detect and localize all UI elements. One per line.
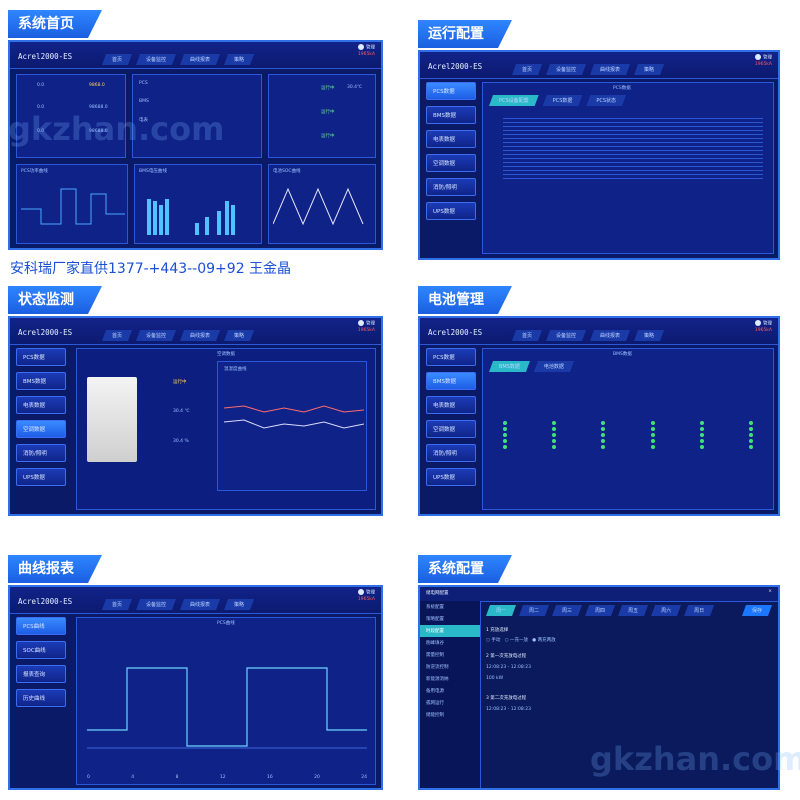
brand-label: Acrel2000-ES [18, 52, 73, 61]
bms-bars [135, 195, 261, 235]
curve-screen: Acrel2000-ES 首页 设备监控 曲线报表 策略 管理 1965kA PC… [8, 585, 383, 790]
close-icon[interactable]: × [768, 589, 772, 594]
battery-screen: Acrel2000-ES 首页 设备监控 曲线报表 策略 管理 1965kA PC… [418, 316, 780, 516]
soc-chart-card: 电池SOC曲线 [268, 164, 376, 244]
bms-chart-card: BMS电压曲线 [134, 164, 262, 244]
week-tabs: 周一 周二 周三 周四 周五 周六 周日 [486, 605, 714, 616]
panel-title: 状态监测 [8, 286, 102, 314]
bms-status-grid [503, 419, 753, 451]
panel-title: 系统首页 [8, 10, 102, 38]
nav-devices[interactable]: 设备监控 [136, 54, 176, 65]
x-axis-labels: 0 4 8 12 16 20 24 [87, 775, 367, 780]
pcs-rows [503, 115, 763, 182]
run-config-screen: Acrel2000-ES 首页 设备监控 曲线报表 策略 管理 1965kA PC… [418, 50, 780, 260]
config-form: 1 充放选择 ○ 手动 ○ 一充一放 ● 两充两放 2 第一次充放电过程 12:… [486, 628, 556, 712]
home-screen: Acrel2000-ES 首页 设备监控 曲线报表 策略 管理 1965kA 0… [8, 40, 383, 250]
sys-config-screen: 储电网配置 × 系统配置 策略配置 时段配置 削峰填谷 需量控制 防逆流控制 新… [418, 585, 780, 790]
user-avatar[interactable] [358, 44, 364, 50]
panel-monitor: 状态监测 Acrel2000-ES 首页 设备监控 曲线报表 策略 管理 1965… [8, 286, 383, 516]
panel-title: 曲线报表 [8, 555, 102, 583]
panel-sys-config: 系统配置 储电网配置 × 系统配置 策略配置 时段配置 削峰填谷 需量控制 防逆… [418, 555, 793, 790]
ac-card: 空调数据 运行中 30.4 ℃ 30.4 % 温湿度曲线 [76, 348, 376, 510]
sidebar: PCS数据 BMS数据 电表数据 空调数据 消防/照明 UPS数据 [426, 82, 478, 226]
soc-mini-chart [273, 187, 364, 226]
sidebar-item-ups[interactable]: UPS数据 [426, 202, 476, 220]
pcs-curve-card: PCS曲线 0 4 8 12 16 20 24 [76, 617, 376, 785]
sidebar-item-fire[interactable]: 消防/照明 [426, 178, 476, 196]
dialog-header: 储电网配置 × [420, 587, 778, 602]
bms-card: BMS数据 BMS数据 电池数据 [482, 348, 774, 510]
env-card: 运行中 30.4℃ 运行中 运行中 [268, 74, 376, 158]
device-status-card: PCS BMS 电表 [132, 74, 262, 158]
panel-home: 系统首页 Acrel2000-ES 首页 设备监控 曲线报表 策略 管理 196… [8, 10, 383, 250]
save-button[interactable]: 保存 [742, 605, 772, 616]
pcs-table-card: PCS数据 PCS设备配置 PCS数据 PCS状态 [482, 82, 774, 254]
panel-title: 运行配置 [418, 20, 512, 48]
sidebar-item-pcs[interactable]: PCS数据 [426, 82, 476, 100]
panel-title: 电池管理 [418, 286, 512, 314]
user-box: 管理 1965kA [357, 44, 375, 57]
ac-unit-image [87, 377, 137, 462]
nav-home[interactable]: 首页 [102, 54, 132, 65]
stats-card: 0.0 9868.0 0.0 98688.0 0.0 98688.0 [16, 74, 126, 158]
caption-text: 安科瑞厂家直供1377-+443--09+92 王金晶 [10, 261, 292, 277]
sidebar-item-meter[interactable]: 电表数据 [426, 130, 476, 148]
pcs-mini-chart [21, 188, 125, 225]
pcs-chart-card: PCS功率曲线 [16, 164, 128, 244]
temp-chart-card: 温湿度曲线 [217, 361, 367, 491]
pcs-curve-chart [87, 667, 367, 749]
panel-title: 系统配置 [418, 555, 512, 583]
temp-chart [224, 405, 364, 429]
nav-reports[interactable]: 曲线报表 [180, 54, 220, 65]
sidebar-item-ac[interactable]: 空调数据 [426, 154, 476, 172]
nav-strategy[interactable]: 策略 [224, 54, 254, 65]
sidebar-item-bms[interactable]: BMS数据 [426, 106, 476, 124]
watermark-1: gkzhan.com [8, 110, 225, 148]
config-menu: 系统配置 策略配置 时段配置 削峰填谷 需量控制 防逆流控制 新能源消纳 备用电… [420, 601, 481, 788]
nav-tabs: 首页 设备监控 曲线报表 策略 [102, 54, 254, 65]
panel-run-config: 运行配置 Acrel2000-ES 首页 设备监控 曲线报表 策略 管理 1965… [418, 20, 793, 260]
panel-curve: 曲线报表 Acrel2000-ES 首页 设备监控 曲线报表 策略 管理 1965… [8, 555, 383, 790]
watermark-2: gkzhan.com [590, 740, 800, 778]
top-bar: Acrel2000-ES 首页 设备监控 曲线报表 策略 管理 1965kA [10, 42, 381, 69]
monitor-screen: Acrel2000-ES 首页 设备监控 曲线报表 策略 管理 1965kA PC… [8, 316, 383, 516]
panel-battery: 电池管理 Acrel2000-ES 首页 设备监控 曲线报表 策略 管理 1965… [418, 286, 793, 516]
